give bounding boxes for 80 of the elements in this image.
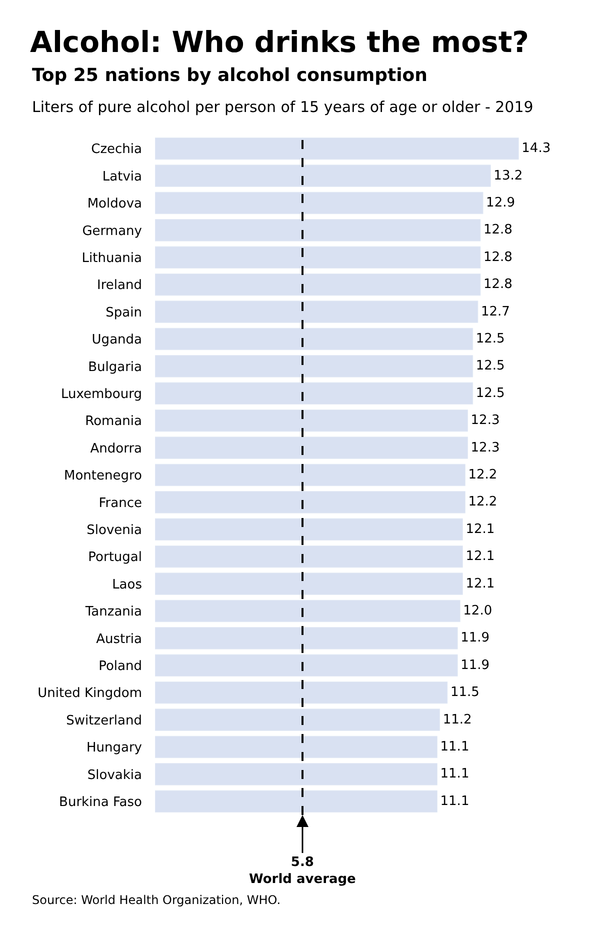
y-tick-label: Hungary bbox=[86, 740, 142, 756]
data-label: 13.2 bbox=[494, 168, 523, 184]
data-label: 12.2 bbox=[468, 494, 498, 510]
bar bbox=[155, 790, 438, 813]
bar bbox=[155, 763, 438, 786]
data-label: 11.1 bbox=[440, 766, 470, 782]
data-label: 14.3 bbox=[522, 141, 551, 156]
y-tick-label: Lithuania bbox=[82, 250, 142, 266]
y-tick-label: Slovakia bbox=[87, 768, 142, 783]
y-tick-label: Slovenia bbox=[86, 522, 142, 538]
data-label: 12.9 bbox=[486, 196, 515, 210]
data-label: 12.5 bbox=[476, 332, 505, 346]
data-label: 12.2 bbox=[468, 468, 498, 482]
y-tick-label: Montenegro bbox=[64, 468, 142, 484]
bar bbox=[155, 464, 466, 486]
y-tick-label: Switzerland bbox=[66, 713, 142, 728]
y-tick-label: Czechia bbox=[91, 142, 142, 158]
data-label: 12.1 bbox=[466, 549, 495, 564]
bar bbox=[155, 219, 481, 242]
bar bbox=[155, 246, 481, 269]
data-label: 12.8 bbox=[483, 222, 512, 238]
data-label: 11.1 bbox=[440, 740, 470, 754]
bar bbox=[155, 273, 481, 296]
chart-subtitle: Top 25 nations by alcohol consumption bbox=[32, 65, 428, 86]
bar bbox=[155, 409, 468, 432]
bar bbox=[155, 708, 440, 731]
data-label: 12.5 bbox=[476, 386, 505, 401]
bar bbox=[155, 328, 474, 350]
data-label: 12.7 bbox=[480, 304, 510, 320]
bar bbox=[155, 654, 458, 677]
bar bbox=[155, 164, 491, 187]
y-tick-label: Laos bbox=[112, 577, 142, 592]
y-tick-label: France bbox=[98, 496, 142, 511]
y-tick-label: Portugal bbox=[88, 550, 142, 566]
bar bbox=[155, 300, 478, 323]
data-label: 11.9 bbox=[460, 658, 490, 673]
chart-title: Alcohol: Who drinks the most? bbox=[30, 25, 530, 60]
data-label: 11.5 bbox=[450, 685, 480, 700]
y-tick-label: United Kingdom bbox=[38, 686, 142, 702]
y-tick-label: Bulgaria bbox=[88, 360, 142, 375]
y-tick-label: Latvia bbox=[102, 169, 142, 184]
data-label: 12.1 bbox=[466, 522, 495, 537]
data-label: 11.2 bbox=[442, 712, 472, 728]
bar bbox=[155, 137, 519, 160]
data-label: 11.1 bbox=[440, 794, 470, 809]
bar bbox=[155, 600, 460, 622]
data-label: 12.3 bbox=[470, 440, 500, 456]
y-tick-label: Moldova bbox=[87, 196, 142, 212]
data-label: 11.9 bbox=[460, 630, 490, 646]
y-tick-label: Andorra bbox=[90, 441, 142, 456]
data-label: 12.3 bbox=[470, 413, 500, 428]
y-tick-label: Austria bbox=[96, 632, 142, 647]
y-tick-label: Tanzania bbox=[84, 604, 142, 620]
data-label: 12.8 bbox=[483, 277, 512, 292]
bar bbox=[155, 681, 448, 704]
data-label: 12.1 bbox=[466, 576, 495, 592]
bar bbox=[155, 518, 463, 541]
ref-line-label: 5.8 World average bbox=[249, 855, 356, 887]
y-tick-label: Ireland bbox=[97, 278, 142, 294]
text: Liters of pure alcohol per person of 15 years of age or older - 2019 bbox=[32, 98, 534, 116]
data-label: 12.8 bbox=[483, 250, 512, 265]
data-label: 12.5 bbox=[476, 358, 505, 374]
y-tick-label: Germany bbox=[82, 224, 142, 239]
source-note: Source: World Health Organization, WHO. bbox=[32, 893, 281, 907]
bar bbox=[155, 545, 463, 568]
bar bbox=[155, 572, 463, 595]
bar bbox=[155, 736, 438, 758]
y-tick-label: Burkina Faso bbox=[59, 794, 142, 810]
bar bbox=[155, 436, 468, 459]
y-tick-label: Uganda bbox=[92, 332, 142, 348]
bar bbox=[155, 355, 474, 378]
y-tick-label: Spain bbox=[106, 305, 142, 320]
bar bbox=[155, 192, 484, 214]
y-tick-label: Luxembourg bbox=[60, 386, 142, 402]
y-tick-label: Romania bbox=[85, 414, 142, 430]
y-tick-label: Poland bbox=[98, 658, 142, 674]
bar bbox=[155, 627, 458, 650]
bar bbox=[155, 382, 474, 405]
bar bbox=[155, 491, 466, 514]
data-label: 12.0 bbox=[463, 604, 492, 618]
